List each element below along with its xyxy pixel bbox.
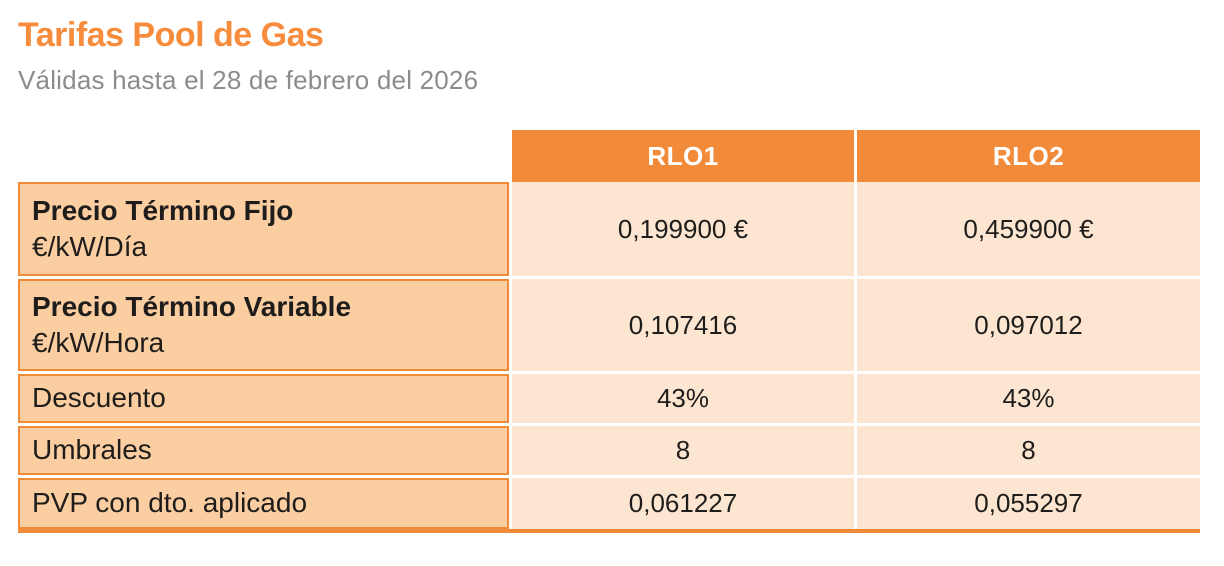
value-cell: 0,107416 (512, 279, 854, 371)
row-sublabel-text: €/kW/Día (32, 231, 148, 262)
value-cell: 0,061227 (512, 478, 854, 529)
row-sublabel-text: €/kW/Hora (32, 327, 165, 358)
row-label-text: Precio Término Fijo (32, 194, 294, 226)
row-label-text: Descuento (32, 382, 166, 414)
value-cell: 0,459900 € (857, 182, 1200, 276)
row-label-umbrales: Umbrales (18, 426, 509, 475)
row-label-text: Umbrales (32, 434, 152, 466)
row-label-precio-termino-fijo: Precio Término Fijo €/kW/Día (18, 182, 509, 276)
value-cell: 43% (512, 374, 854, 423)
value-cell: 8 (857, 426, 1200, 475)
row-label-pvp-con-dto: PVP con dto. aplicado (18, 478, 509, 529)
column-header-rlo1: RLO1 (512, 130, 854, 182)
value-cell: 0,199900 € (512, 182, 854, 276)
header-block: Tarifas Pool de Gas Válidas hasta el 28 … (0, 0, 1224, 96)
value-cell: 0,097012 (857, 279, 1200, 371)
table-body: Precio Término Fijo €/kW/Día 0,199900 € … (18, 182, 1200, 529)
table-bottom-border (18, 529, 1200, 533)
value-cell: 43% (857, 374, 1200, 423)
row-label-text: Precio Término Variable (32, 290, 352, 322)
corner-cell (18, 130, 509, 182)
row-label-text: PVP con dto. aplicado (32, 487, 308, 519)
value-cell: 0,055297 (857, 478, 1200, 529)
row-label-precio-termino-variable: Precio Término Variable €/kW/Hora (18, 279, 509, 371)
row-label-descuento: Descuento (18, 374, 509, 423)
page-title: Tarifas Pool de Gas (18, 16, 324, 54)
column-header-rlo2: RLO2 (857, 130, 1200, 182)
value-cell: 8 (512, 426, 854, 475)
tariff-table: RLO1 RLO2 Precio Término Fijo €/kW/Día 0… (18, 130, 1200, 533)
table-header-row: RLO1 RLO2 (18, 130, 1200, 182)
page-subtitle: Válidas hasta el 28 de febrero del 2026 (18, 65, 479, 95)
